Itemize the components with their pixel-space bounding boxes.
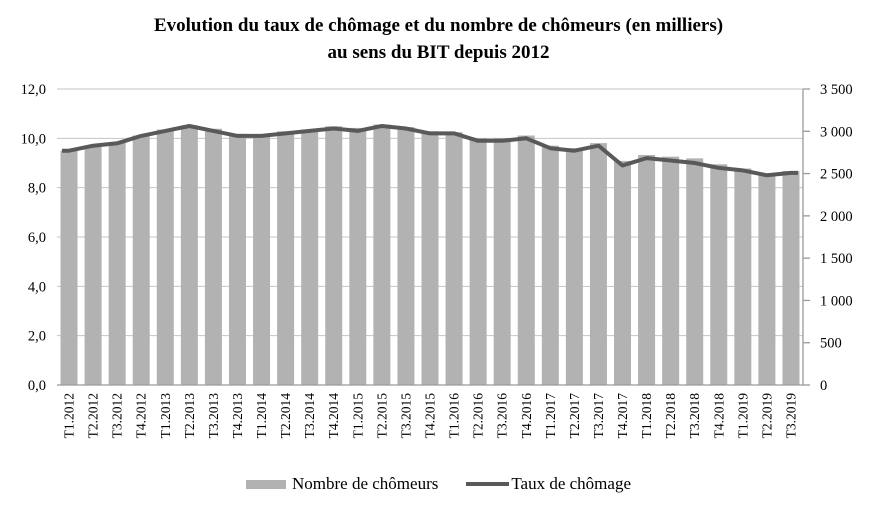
bar-T3.2019	[782, 171, 800, 385]
bar-T3.2017	[589, 143, 607, 385]
rate-line	[62, 124, 798, 178]
right-axis-tick-label: 2 500	[820, 167, 853, 183]
x-axis-label-T2.2015: T2.2015	[374, 393, 389, 439]
chart-title-line2: au sens du BIT depuis 2012	[327, 42, 550, 63]
bar-T4.2013	[228, 133, 246, 385]
x-axis-label-T4.2015: T4.2015	[423, 393, 438, 439]
bar-T4.2017	[614, 160, 632, 385]
x-axis-label-T1.2014: T1.2014	[254, 393, 269, 439]
bar-T4.2015	[421, 131, 439, 385]
x-axis-label-T1.2019: T1.2019	[735, 393, 750, 439]
bar-T1.2012	[60, 150, 78, 385]
bar-T2.2012	[84, 146, 102, 385]
bar-T1.2016	[445, 132, 463, 385]
right-axis-tick-label: 3 500	[820, 82, 853, 98]
bar-T2.2015	[373, 124, 391, 386]
left-axis-tick-label: 2,0	[28, 329, 46, 345]
bar-T3.2016	[493, 138, 511, 385]
x-axis-label-T2.2014: T2.2014	[278, 393, 293, 439]
bar-T3.2013	[204, 128, 222, 385]
right-axis-tick-label: 1 000	[820, 293, 853, 309]
x-axis-label-T3.2017: T3.2017	[591, 393, 606, 439]
chart-title-line1: Evolution du taux de chômage et du nombr…	[153, 15, 724, 36]
legend-item-taux: Taux de chômage	[466, 474, 631, 494]
x-axis-label-T4.2018: T4.2018	[711, 393, 726, 439]
left-axis-tick-label: 6,0	[28, 230, 46, 246]
bar-T4.2014	[325, 126, 343, 385]
bar-T4.2012	[132, 135, 150, 385]
legend-label-taux: Taux de chômage	[511, 474, 631, 493]
left-axis-tick-label: 0,0	[28, 378, 46, 394]
x-axis-label-T3.2014: T3.2014	[302, 393, 317, 439]
bar-T4.2016	[517, 135, 535, 385]
left-axis-tick-label: 10,0	[21, 131, 46, 147]
x-axis-label-T1.2016: T1.2016	[447, 393, 462, 439]
x-axis-label-T2.2019: T2.2019	[759, 393, 774, 439]
bar-T1.2014	[253, 134, 271, 385]
bar-T1.2018	[638, 154, 656, 385]
x-axis-label-T4.2017: T4.2017	[615, 393, 630, 439]
bar-T2.2016	[469, 138, 487, 385]
x-axis-label-T1.2012: T1.2012	[62, 393, 77, 438]
bar-T1.2019	[734, 168, 752, 385]
bar-T2.2018	[662, 156, 680, 385]
bar-T1.2017	[541, 145, 559, 385]
x-axis-label-T3.2012: T3.2012	[110, 393, 125, 438]
bar-series-swatch	[246, 479, 286, 489]
x-axis-label-T2.2018: T2.2018	[663, 393, 678, 439]
bar-T3.2014	[301, 129, 319, 385]
x-axis-label-T1.2013: T1.2013	[158, 393, 173, 439]
legend-item-chomeurs: Nombre de chômeurs	[246, 474, 438, 494]
x-axis-label-T3.2015: T3.2015	[398, 393, 413, 439]
bar-T2.2014	[277, 131, 295, 385]
bar-T4.2018	[710, 164, 728, 385]
left-axis-tick-label: 12,0	[21, 82, 46, 98]
x-axis-label-T2.2012: T2.2012	[86, 393, 101, 438]
bar-T2.2019	[758, 173, 776, 385]
x-axis-label-T3.2019: T3.2019	[783, 393, 798, 439]
bar-T2.2013	[180, 125, 198, 385]
bar-T3.2012	[108, 142, 126, 385]
right-axis-tick-label: 0	[820, 378, 827, 394]
left-axis-tick-label: 8,0	[28, 181, 46, 197]
x-axis-label-T3.2013: T3.2013	[206, 393, 221, 439]
bar-T3.2015	[397, 127, 415, 386]
x-axis-label-T1.2015: T1.2015	[350, 393, 365, 439]
left-axis-tick-label: 4,0	[28, 279, 46, 295]
right-axis-tick-label: 3 000	[820, 124, 853, 140]
x-axis-label-T4.2012: T4.2012	[134, 393, 149, 438]
legend: Nombre de chômeurs Taux de chômage	[0, 474, 877, 494]
x-axis-label-T3.2018: T3.2018	[687, 393, 702, 439]
x-axis-label-T4.2013: T4.2013	[230, 393, 245, 439]
bar-T3.2018	[686, 158, 704, 385]
x-axis-label-T1.2017: T1.2017	[543, 393, 558, 439]
x-axis-label-T4.2014: T4.2014	[326, 393, 341, 439]
x-axis-label-T4.2016: T4.2016	[519, 393, 534, 439]
bar-T1.2013	[156, 129, 174, 385]
bar-T2.2017	[565, 148, 583, 385]
x-axis-label-T1.2018: T1.2018	[639, 393, 654, 439]
right-axis-tick-label: 2 000	[820, 209, 853, 225]
x-axis-label-T2.2016: T2.2016	[471, 393, 486, 439]
x-axis-label-T3.2016: T3.2016	[495, 393, 510, 439]
x-axis-label-T2.2017: T2.2017	[567, 393, 582, 439]
chart-title: Evolution du taux de chômage et du nombr…	[0, 12, 877, 66]
bar-T1.2015	[349, 127, 367, 385]
line-series-swatch	[466, 482, 510, 486]
right-axis-tick-label: 1 500	[820, 251, 853, 267]
x-axis-label-T2.2013: T2.2013	[182, 393, 197, 439]
right-axis-tick-label: 500	[820, 336, 842, 352]
legend-label-chomeurs: Nombre de chômeurs	[292, 474, 439, 493]
